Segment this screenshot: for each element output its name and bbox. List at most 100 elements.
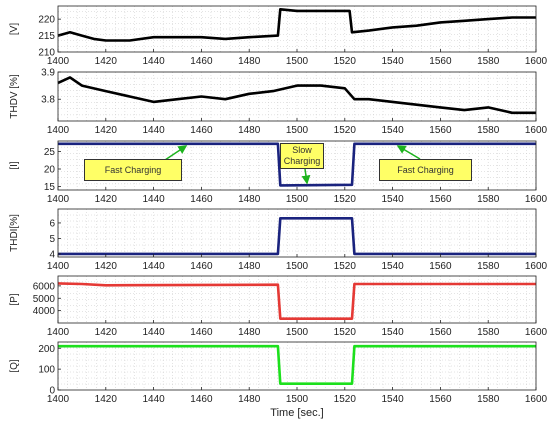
y-tick-label: 3.8 [41,95,55,106]
x-tick-label: 1420 [95,194,118,205]
y-tick-label: 100 [38,365,55,376]
x-tick-label: 1460 [190,327,213,338]
x-tick-label: 1540 [381,194,404,205]
y-axis-label: [V] [9,23,20,35]
annotation-fast-charging-left: Fast Charging [84,159,182,181]
x-tick-label: 1440 [142,394,165,405]
x-tick-label: 1400 [47,394,70,405]
x-tick-label: 1520 [334,56,357,67]
x-tick-label: 1420 [95,394,118,405]
y-tick-label: 4000 [33,306,56,317]
x-tick-label: 1420 [95,56,118,67]
x-tick-label: 1520 [334,261,357,272]
x-tick-label: 1540 [381,394,404,405]
panel-5: 1400 1420 1440 1460 1480 1500 1520 1540 1560 1580… [9,341,548,419]
x-tick-label: 1500 [286,394,309,405]
x-tick-label: 1600 [525,327,548,338]
x-tick-label: 1400 [47,327,70,338]
y-tick-label: 210 [38,48,55,59]
y-tick-label: 6 [49,218,55,229]
y-tick-label: 200 [38,344,55,355]
y-tick-label: 5000 [33,294,56,305]
annotation-slow-charging: Slow Charging [280,143,324,169]
panel-1: 1400 1420 1440 1460 1480 1500 1520 1540 1560 1580… [9,68,548,137]
x-tick-label: 1600 [525,56,548,67]
x-tick-label: 1600 [525,125,548,136]
x-tick-label: 1460 [190,125,213,136]
series-line-1-0 [57,76,536,115]
x-tick-label: 1560 [429,327,452,338]
x-tick-label: 1560 [429,56,452,67]
x-tick-label: 1500 [286,261,309,272]
arrow-1 [301,168,311,185]
x-tick-label: 1600 [525,394,548,405]
series-line-3-0 [58,217,536,256]
series-line-0-0 [57,8,536,42]
series-line-5-0 [58,344,536,386]
x-tick-label: 1500 [286,56,309,67]
x-tick-label: 1480 [238,327,261,338]
series-line-4-0 [57,282,536,321]
x-tick-label: 1560 [429,261,452,272]
x-tick-label: 1480 [238,125,261,136]
x-tick-label: 1480 [238,261,261,272]
x-tick-label: 1520 [334,394,357,405]
x-tick-label: 1480 [238,394,261,405]
x-tick-label: 1560 [429,125,452,136]
y-tick-label: 215 [38,31,55,42]
x-tick-label: 1440 [142,261,165,272]
arrow-2 [396,145,421,160]
x-tick-label: 1580 [477,56,500,67]
y-axis-label: [Q] [9,359,20,373]
x-tick-label: 1400 [47,56,70,67]
x-tick-label: 1400 [47,194,70,205]
x-tick-label: 1460 [190,261,213,272]
x-tick-label: 1580 [477,125,500,136]
x-tick-label: 1420 [95,261,118,272]
x-tick-label: 1540 [381,327,404,338]
y-tick-label: 220 [38,15,55,26]
y-axis-label: THDI[%] [9,214,20,252]
x-tick-label: 1400 [47,261,70,272]
x-tick-label: 1440 [142,125,165,136]
y-tick-label: 6000 [33,281,56,292]
x-tick-label: 1560 [429,394,452,405]
y-tick-label: 4 [49,249,55,260]
x-tick-label: 1540 [381,56,404,67]
y-tick-label: 3.9 [41,68,55,79]
x-tick-label: 1560 [429,194,452,205]
x-tick-label: 1540 [381,261,404,272]
panel-4: 1400 1420 1440 1460 1480 1500 1520 1540 1560 1580… [9,275,548,338]
x-tick-label: 1460 [190,56,213,67]
annotation-arrows [164,145,421,185]
x-tick-label: 1500 [286,194,309,205]
y-tick-label: 5 [49,234,55,245]
x-tick-label: 1580 [477,394,500,405]
y-tick-label: 0 [49,386,55,397]
panel-3: 1400 1420 1440 1460 1480 1500 1520 1540 1560 1580… [9,208,548,272]
x-tick-label: 1400 [47,125,70,136]
y-tick-label: 25 [44,147,56,158]
x-tick-label: 1500 [286,125,309,136]
x-tick-label: 1460 [190,394,213,405]
x-tick-label: 1520 [334,194,357,205]
x-tick-label: 1600 [525,261,548,272]
y-axis-label: [I] [9,161,20,170]
y-tick-label: 20 [44,165,56,176]
panel-0: 1400 1420 1440 1460 1480 1500 1520 1540 1560 1580… [9,5,548,67]
x-tick-label: 1600 [525,194,548,205]
annotation-fast-charging-right: Fast Charging [379,159,472,181]
y-axis-label: THDV [%] [9,74,20,119]
x-tick-label: 1440 [142,327,165,338]
x-axis-label: Time [sec.] [270,407,323,419]
x-tick-label: 1480 [238,56,261,67]
x-tick-label: 1440 [142,194,165,205]
y-axis-label: [P] [9,293,20,305]
x-tick-label: 1440 [142,56,165,67]
x-tick-label: 1500 [286,327,309,338]
x-tick-label: 1540 [381,125,404,136]
x-tick-label: 1580 [477,327,500,338]
x-tick-label: 1520 [334,125,357,136]
x-tick-label: 1580 [477,261,500,272]
